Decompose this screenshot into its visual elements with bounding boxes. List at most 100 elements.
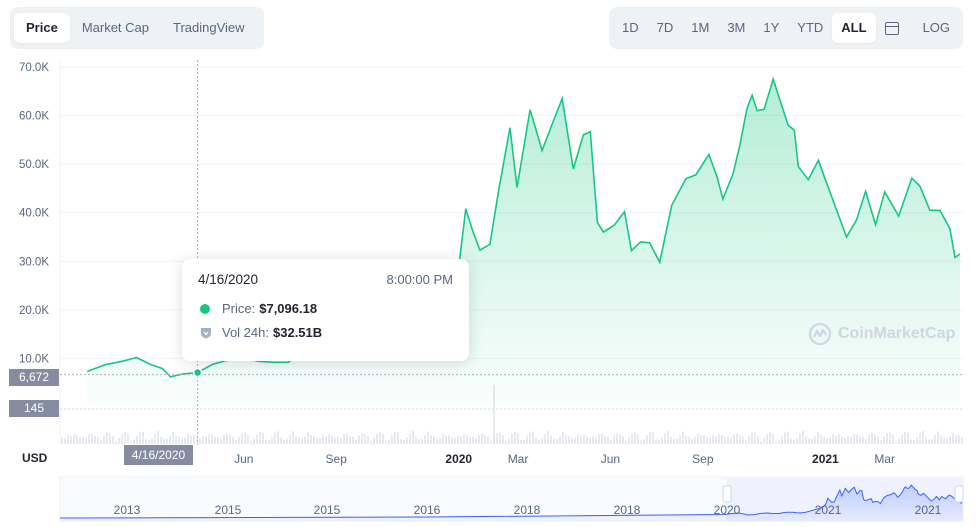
- volume-bar: [292, 431, 294, 444]
- volume-bar: [361, 433, 363, 444]
- volume-bar: [751, 433, 753, 444]
- volume-bar: [772, 433, 774, 444]
- volume-bar: [298, 437, 300, 444]
- volume-bar: [925, 437, 927, 444]
- volume-bar: [676, 438, 678, 444]
- volume-bar: [202, 435, 204, 444]
- y-tick-label: 40.0K: [19, 208, 49, 220]
- volume-bar: [919, 432, 921, 444]
- volume-bar: [478, 434, 480, 444]
- volume-bar: [484, 435, 486, 444]
- volume-bar: [958, 435, 960, 444]
- range-1m[interactable]: 1M: [691, 20, 710, 35]
- volume-bar: [913, 439, 915, 444]
- volume-bar: [757, 435, 759, 444]
- volume-bar: [814, 436, 816, 444]
- volume-bar: [64, 437, 66, 444]
- range-all[interactable]: ALL: [832, 13, 876, 43]
- tab-tradingview[interactable]: TradingView: [173, 20, 245, 35]
- volume-bar: [463, 434, 465, 444]
- volume-bar: [835, 435, 837, 444]
- volume-bar: [514, 432, 516, 444]
- volume-bar: [235, 440, 237, 444]
- volume-bar: [952, 432, 954, 444]
- volume-bar: [823, 436, 825, 444]
- navigator-year-label: 2016: [414, 503, 441, 517]
- volume-bar: [448, 434, 450, 444]
- volume-bar: [331, 435, 333, 444]
- navigator-handle[interactable]: [954, 485, 964, 503]
- volume-bar: [922, 431, 924, 444]
- volume-bar: [205, 436, 207, 444]
- volume-bar: [727, 436, 729, 444]
- volume-bar: [853, 434, 855, 444]
- volume-bar: [559, 436, 561, 444]
- volume-bar: [328, 434, 330, 444]
- navigator-handle[interactable]: [722, 485, 732, 503]
- volume-bar: [169, 435, 171, 444]
- volume-bar: [175, 435, 177, 444]
- volume-bar: [565, 435, 567, 444]
- volume-bar: [451, 437, 453, 444]
- volume-bar: [472, 436, 474, 444]
- volume-bar: [226, 433, 228, 444]
- tab-price[interactable]: Price: [14, 13, 70, 43]
- volume-bar: [769, 432, 771, 444]
- volume-bar: [634, 432, 636, 444]
- volume-bar: [370, 440, 372, 444]
- volume-bar: [949, 436, 951, 444]
- calendar-button[interactable]: [876, 13, 908, 43]
- volume-bar: [607, 436, 609, 444]
- volume-bar: [286, 438, 288, 444]
- volume-bar: [406, 437, 408, 444]
- volume-bar: [811, 438, 813, 444]
- volume-bar: [151, 437, 153, 444]
- volume-bar: [874, 434, 876, 444]
- volume-bar: [568, 436, 570, 444]
- volume-bar: [499, 433, 501, 444]
- hover-point: [192, 367, 203, 378]
- volume-bar: [862, 436, 864, 444]
- range-3m[interactable]: 3M: [727, 20, 746, 35]
- volume-bar: [358, 435, 360, 444]
- x-tick-label: Sep: [326, 452, 348, 466]
- y-tick-label: 70.0K: [19, 62, 49, 74]
- volume-bar: [409, 433, 411, 444]
- range-ytd[interactable]: YTD: [797, 20, 824, 35]
- volume-bar: [535, 438, 537, 444]
- volume-bar: [181, 438, 183, 444]
- range-1d[interactable]: 1D: [622, 20, 639, 35]
- navigator-year-label: 2020: [714, 503, 741, 517]
- volume-bar: [274, 432, 276, 444]
- volume-bar: [427, 431, 429, 444]
- volume-bar: [364, 433, 366, 444]
- volume-bar: [871, 433, 873, 444]
- tooltip-volume-value: $32.51B: [273, 325, 323, 340]
- volume-bar: [466, 434, 468, 444]
- y-tick-label: 20.0K: [19, 305, 49, 317]
- volume-bar: [310, 435, 312, 444]
- range-7d[interactable]: 7D: [656, 20, 674, 35]
- volume-bar: [928, 439, 930, 444]
- volume-bar: [778, 439, 780, 444]
- volume-bar: [397, 431, 399, 444]
- volume-bar: [382, 433, 384, 444]
- volume-bar: [895, 440, 897, 444]
- tab-market-cap[interactable]: Market Cap: [81, 20, 150, 35]
- x-tick-label: Sep: [692, 452, 714, 466]
- volume-bar: [199, 437, 201, 444]
- volume-bar: [562, 432, 564, 444]
- volume-bar: [430, 435, 432, 444]
- range-1y[interactable]: 1Y: [763, 20, 780, 35]
- volume-bar: [142, 431, 144, 444]
- navigator-year-label: 2015: [314, 503, 341, 517]
- volume-bar: [880, 440, 882, 444]
- volume-bar: [148, 439, 150, 444]
- volume-bar: [445, 435, 447, 444]
- volume-bar: [304, 436, 306, 444]
- volume-bar: [805, 436, 807, 444]
- volume-bar: [889, 432, 891, 444]
- log-toggle[interactable]: LOG: [922, 20, 951, 35]
- volume-bar: [325, 435, 327, 444]
